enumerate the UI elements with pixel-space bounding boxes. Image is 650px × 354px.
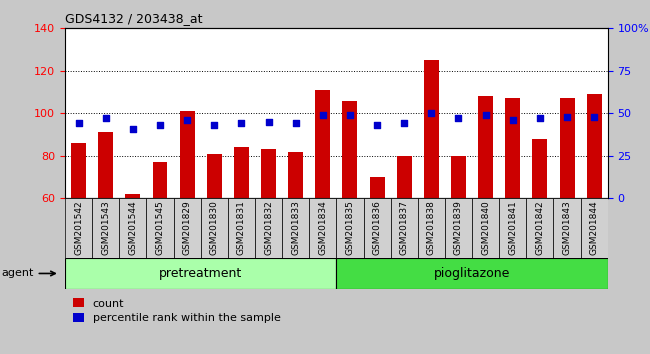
Bar xyxy=(560,98,575,198)
Bar xyxy=(65,198,92,258)
Bar xyxy=(125,194,140,198)
Bar xyxy=(363,198,391,258)
Point xyxy=(589,114,599,120)
Bar xyxy=(255,198,282,258)
Text: GSM201543: GSM201543 xyxy=(101,200,111,255)
Bar xyxy=(532,139,547,198)
Bar xyxy=(554,198,580,258)
Text: GSM201832: GSM201832 xyxy=(264,200,273,255)
Bar xyxy=(370,177,385,198)
Point xyxy=(127,126,138,131)
Bar xyxy=(146,198,174,258)
Bar xyxy=(472,198,499,258)
Bar xyxy=(478,96,493,198)
Bar xyxy=(65,258,337,289)
Text: GDS4132 / 203438_at: GDS4132 / 203438_at xyxy=(65,12,203,25)
Bar xyxy=(580,198,608,258)
Bar xyxy=(505,98,520,198)
Text: GSM201843: GSM201843 xyxy=(562,200,571,255)
Bar xyxy=(526,198,554,258)
Text: agent: agent xyxy=(1,268,55,279)
Bar xyxy=(337,258,608,289)
Bar xyxy=(261,149,276,198)
Point xyxy=(209,122,220,128)
Bar xyxy=(343,101,358,198)
Point xyxy=(182,117,192,123)
Bar xyxy=(120,198,146,258)
Text: GSM201833: GSM201833 xyxy=(291,200,300,255)
Text: GSM201829: GSM201829 xyxy=(183,200,192,255)
Bar xyxy=(391,198,418,258)
Text: GSM201834: GSM201834 xyxy=(318,200,328,255)
Bar xyxy=(445,198,472,258)
Point xyxy=(236,121,246,126)
Text: GSM201545: GSM201545 xyxy=(155,200,164,255)
Bar xyxy=(288,152,303,198)
Text: GSM201844: GSM201844 xyxy=(590,200,599,255)
Point xyxy=(562,114,572,120)
Point xyxy=(291,121,301,126)
Text: GSM201542: GSM201542 xyxy=(74,200,83,255)
Point xyxy=(426,110,437,116)
Bar xyxy=(315,90,330,198)
Bar xyxy=(418,198,445,258)
Point xyxy=(344,112,355,118)
Text: GSM201835: GSM201835 xyxy=(345,200,354,255)
Text: GSM201830: GSM201830 xyxy=(210,200,219,255)
Point xyxy=(453,115,463,121)
Bar xyxy=(153,162,168,198)
Point xyxy=(101,115,111,121)
Bar xyxy=(71,143,86,198)
Point xyxy=(508,117,518,123)
Bar xyxy=(179,111,194,198)
Bar xyxy=(337,198,363,258)
Bar xyxy=(499,198,526,258)
Bar xyxy=(98,132,113,198)
Text: GSM201838: GSM201838 xyxy=(427,200,436,255)
Text: pioglitazone: pioglitazone xyxy=(434,267,510,280)
Bar xyxy=(282,198,309,258)
Bar xyxy=(234,147,249,198)
Point xyxy=(535,115,545,121)
Bar xyxy=(228,198,255,258)
Point xyxy=(263,119,274,125)
Text: pretreatment: pretreatment xyxy=(159,267,242,280)
Text: GSM201841: GSM201841 xyxy=(508,200,517,255)
Bar xyxy=(92,198,120,258)
Text: GSM201837: GSM201837 xyxy=(400,200,409,255)
Text: GSM201544: GSM201544 xyxy=(128,200,137,255)
Point xyxy=(399,121,410,126)
Point xyxy=(318,112,328,118)
Text: GSM201836: GSM201836 xyxy=(372,200,382,255)
Text: GSM201831: GSM201831 xyxy=(237,200,246,255)
Bar xyxy=(424,60,439,198)
Bar xyxy=(587,94,602,198)
Point xyxy=(73,121,84,126)
Point xyxy=(155,122,165,128)
Bar xyxy=(174,198,201,258)
Text: GSM201840: GSM201840 xyxy=(481,200,490,255)
Bar xyxy=(451,156,466,198)
Point xyxy=(480,112,491,118)
Text: GSM201842: GSM201842 xyxy=(536,200,545,255)
Bar xyxy=(396,156,411,198)
Text: GSM201839: GSM201839 xyxy=(454,200,463,255)
Bar xyxy=(309,198,337,258)
Bar xyxy=(207,154,222,198)
Point xyxy=(372,122,382,128)
Legend: count, percentile rank within the sample: count, percentile rank within the sample xyxy=(71,296,283,326)
Bar xyxy=(201,198,227,258)
